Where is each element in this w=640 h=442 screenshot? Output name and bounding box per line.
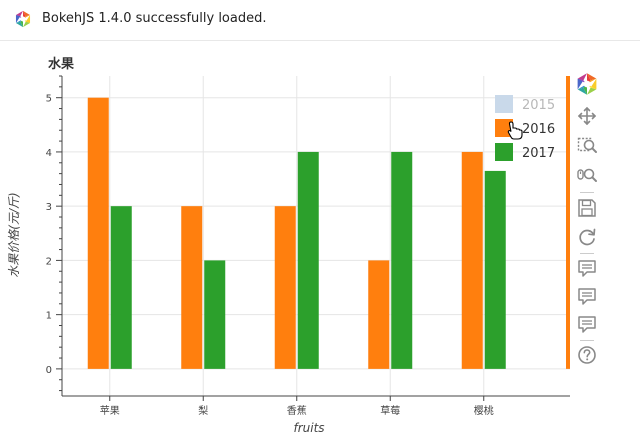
y-tick-label: 4 [46, 148, 52, 159]
bar-2017 [110, 206, 132, 369]
load-message: BokehJS 1.4.0 successfully loaded. [42, 11, 267, 26]
hand-cursor-icon [507, 121, 523, 140]
hover-tool-1[interactable] [575, 256, 599, 280]
chart-title: 水果 [48, 56, 74, 72]
y-tick-label: 5 [46, 94, 52, 105]
toolbar-separator [580, 340, 594, 341]
reset-icon [579, 228, 596, 246]
toolbar-separator [580, 192, 594, 193]
box-zoom-icon [577, 137, 597, 153]
bokeh-logo-tool[interactable] [575, 72, 599, 96]
bokeh-logo-icon [577, 73, 597, 95]
wheel-zoom-tool[interactable] [575, 164, 599, 188]
hover-comment-icon [578, 316, 596, 333]
legend-label-2015[interactable]: 2015 [522, 98, 555, 113]
legend-swatch-2017[interactable] [495, 143, 513, 161]
bar-2017 [204, 260, 226, 369]
save-icon [578, 199, 596, 217]
axes: 0 1 2 3 4 5 苹果 梨 香蕉 草莓 樱桃 [46, 75, 570, 417]
bar-2016 [274, 206, 296, 369]
toolbar [572, 70, 602, 370]
bar-edge-clipped [566, 76, 570, 369]
banner-divider [0, 40, 640, 41]
bar-2016 [87, 97, 109, 369]
bar-2016 [368, 260, 390, 369]
y-tick-label: 3 [46, 202, 52, 213]
bar-2017 [297, 151, 319, 369]
bokeh-load-banner: BokehJS 1.4.0 successfully loaded. [0, 0, 640, 38]
legend-label-2017[interactable]: 2017 [522, 146, 555, 161]
bar-2016 [461, 151, 483, 369]
hover-comment-icon [578, 288, 596, 305]
legend-label-2016[interactable]: 2016 [522, 122, 555, 137]
bar-2016 [181, 206, 203, 369]
y-tick-label: 2 [46, 256, 52, 267]
hover-tool-2[interactable] [575, 284, 599, 308]
x-tick-label: 樱桃 [474, 404, 494, 417]
hover-tool-3[interactable] [575, 312, 599, 336]
pan-tool[interactable] [575, 104, 599, 128]
box-zoom-tool[interactable] [575, 134, 599, 158]
x-tick-label: 草莓 [380, 405, 400, 417]
help-icon [578, 346, 596, 364]
legend[interactable]: 2015 2016 2017 [495, 95, 555, 161]
bars [87, 76, 570, 369]
y-axis-label: 水果价格(元/斤) [7, 192, 21, 277]
y-tick-label: 1 [46, 311, 52, 322]
toolbar-separator [580, 253, 594, 254]
bar-2017 [391, 151, 413, 369]
x-tick-label: 香蕉 [287, 405, 307, 417]
reset-tool[interactable] [575, 225, 599, 249]
x-tick-label: 梨 [198, 404, 208, 417]
bar-2017 [484, 170, 506, 369]
bokeh-logo-icon [15, 10, 31, 28]
wheel-zoom-icon [577, 168, 597, 182]
x-tick-label: 苹果 [100, 404, 120, 417]
legend-swatch-2015[interactable] [495, 95, 513, 113]
x-axis-label: fruits [293, 421, 324, 435]
y-tick-label: 0 [46, 365, 52, 376]
hover-comment-icon [578, 260, 596, 277]
help-tool[interactable] [575, 343, 599, 367]
save-tool[interactable] [575, 196, 599, 220]
pan-icon [577, 106, 597, 126]
